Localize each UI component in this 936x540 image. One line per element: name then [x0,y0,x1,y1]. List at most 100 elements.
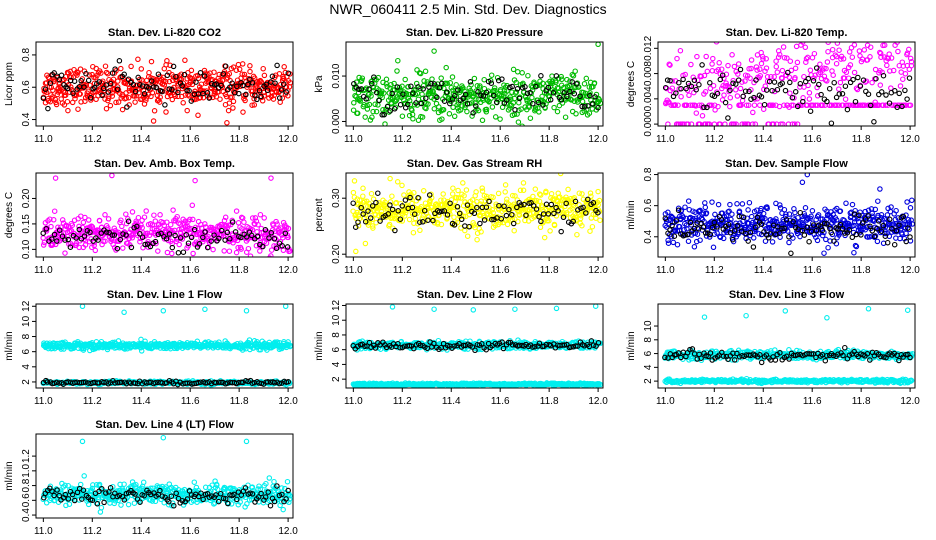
x-tick-label: 11.6 [491,265,510,276]
scatter-point [142,338,148,345]
scatter-point [389,193,395,199]
scatter-point [47,80,54,86]
scatter-point [235,61,242,68]
scatter-point [698,73,704,80]
scatter-point [852,242,859,249]
scatter-point [433,93,439,100]
scatter-point [462,104,468,111]
scatter-point [114,84,121,90]
scatter-point [519,123,525,126]
x-tick-label: 11.2 [705,134,724,145]
scatter-point [172,232,178,239]
scatter-point [678,207,685,213]
scatter-point [478,92,484,99]
scatter-point [98,230,105,236]
scatter-point [565,186,571,193]
scatter-point [682,71,688,78]
scatter-point [239,71,245,77]
scatter-point [139,234,146,240]
scatter-point [478,229,484,235]
scatter-point [443,89,450,95]
scatter-point [464,101,471,107]
scatter-point [781,225,787,232]
scatter-point [276,95,283,101]
outlier-point [804,173,811,178]
scatter-point [123,95,129,101]
x-tick-label: 11.8 [540,265,559,276]
scatter-point [195,112,201,119]
plot-frame [35,303,294,389]
scatter-point [886,100,893,106]
scatter-point [592,94,598,100]
scatter-point [43,226,50,232]
scatter-point [779,67,786,74]
scatter-point [530,203,537,209]
scatter-point [225,222,232,228]
scatter-point [135,214,142,221]
scatter-point [464,108,470,115]
scatter-point [85,217,92,223]
scatter-point [682,232,688,238]
scatter-point [819,102,826,108]
scatter-point [59,233,66,239]
scatter-point [733,121,739,126]
scatter-point [255,221,261,228]
scatter-point [717,76,724,83]
scatter-point [890,67,897,74]
scatter-point [216,235,222,242]
scatter-point [475,107,482,114]
y-tick-label: 0.8 [643,167,654,181]
scatter-point [718,216,725,223]
scatter-point [267,255,273,257]
scatter-point [237,83,244,90]
scatter-point [498,216,505,222]
scatter-point [685,80,692,87]
scatter-point [721,92,727,98]
scatter-point [694,231,701,237]
scatter-point [858,58,865,65]
scatter-point [509,83,515,90]
scatter-point [856,48,863,54]
scatter-point [877,186,883,192]
scatter-point [758,221,765,228]
scatter-point [685,231,691,238]
scatter-point [833,217,840,223]
y-tick-label: 8 [21,333,32,339]
scatter-point [359,75,366,81]
scatter-point [794,103,801,110]
y-axis-label: percent [314,198,325,232]
scatter-point [744,215,750,221]
scatter-point [351,100,357,106]
data-points [40,173,293,257]
scatter-point [553,73,560,79]
scatter-point [561,90,567,96]
scatter-point [756,231,762,237]
scatter-point [367,208,374,215]
scatter-point [795,220,802,227]
scatter-point [452,92,458,99]
scatter-point [811,50,818,57]
scatter-point [141,214,148,220]
scatter-point [188,98,195,104]
scatter-point [90,238,96,244]
scatter-point [669,222,675,229]
scatter-point [492,87,498,94]
scatter-point [819,227,826,234]
scatter-point [259,98,266,104]
scatter-point [814,93,821,99]
scatter-point [248,232,255,239]
scatter-point [540,102,546,108]
scatter-point [273,245,280,252]
scatter-point [554,108,561,115]
scatter-point [410,229,417,236]
scatter-point [166,78,173,85]
y-axis-label: degrees C [4,192,15,238]
scatter-point [436,209,443,215]
x-tick-label: 12.0 [278,265,298,276]
scatter-point [136,89,142,96]
scatter-point [884,239,891,246]
scatter-point [800,95,806,101]
scatter-point [407,194,413,201]
scatter-point [81,233,88,239]
